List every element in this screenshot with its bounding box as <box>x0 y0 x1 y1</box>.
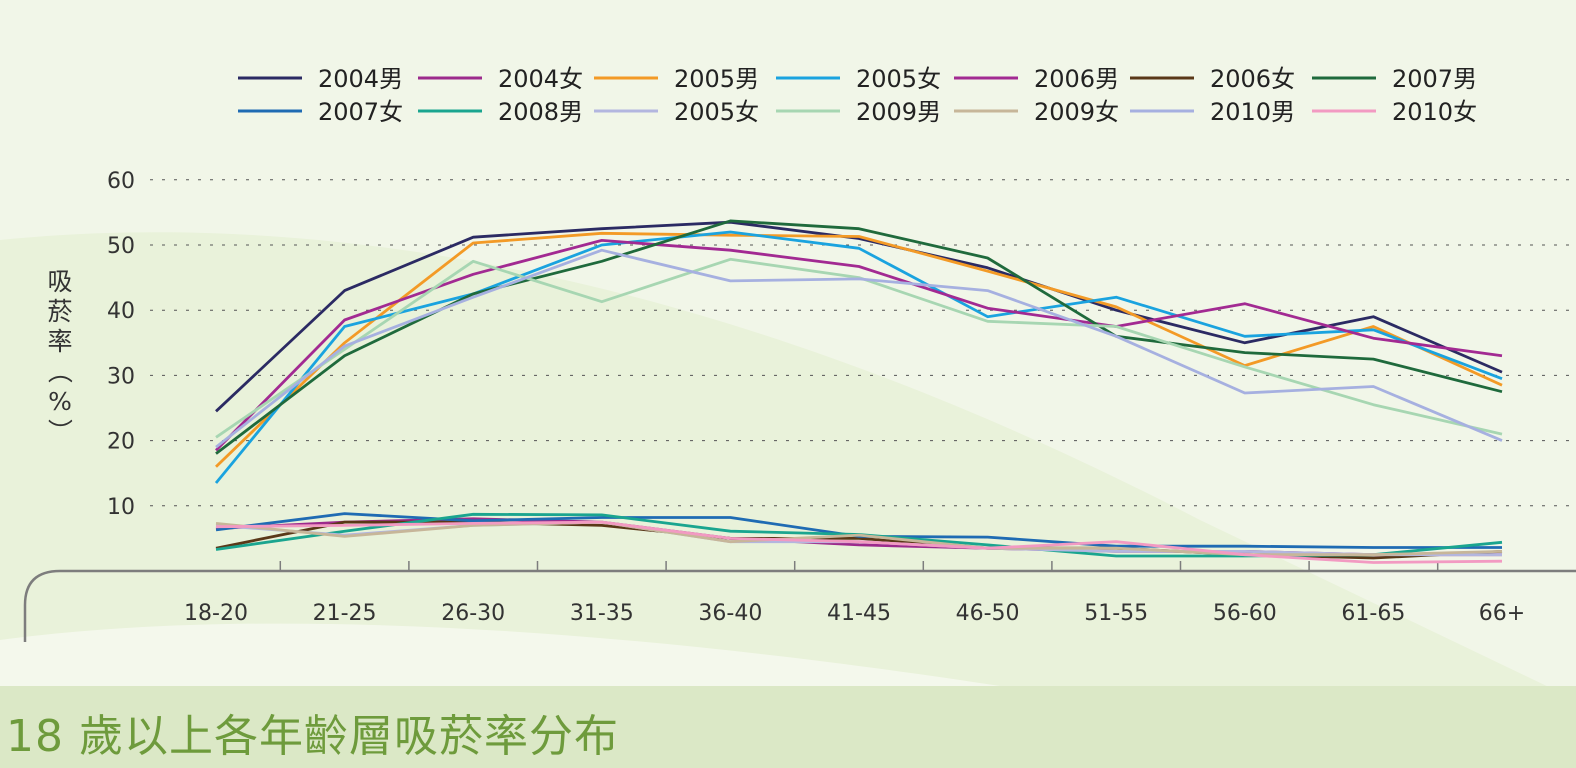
x-axis-line <box>23 569 1576 642</box>
legend-item: 2007女 <box>238 98 403 126</box>
series-line-11 <box>215 520 1503 557</box>
title-band <box>0 686 1576 768</box>
x-tick-label: 56-60 <box>1213 601 1277 626</box>
legend-item: 2007男 <box>1312 65 1477 93</box>
legend-label: 2007男 <box>1392 65 1477 93</box>
y-axis-label-char: % <box>48 387 72 416</box>
background-swoosh-light <box>0 623 1000 686</box>
x-tick-labels: 18-20 21-25 26-30 31-35 36-40 41-45 46-50 51-55… <box>184 601 1525 626</box>
y-axis-label-char: 菸 <box>47 297 72 326</box>
series-line-13 <box>215 520 1503 564</box>
x-tick-label: 61-65 <box>1341 601 1405 626</box>
legend-item: 2010男 <box>1130 98 1295 126</box>
x-tick-label: 21-25 <box>313 601 377 626</box>
grid-lines <box>150 179 1576 507</box>
series-lines <box>214 219 1503 564</box>
y-tick-label: 60 <box>107 169 135 194</box>
legend-label: 2009男 <box>856 98 941 126</box>
legend-item: 2005女 <box>594 98 759 126</box>
legend-label: 2009女 <box>1034 98 1119 126</box>
y-tick-label: 30 <box>107 364 135 389</box>
legend-item: 2005女 <box>776 65 941 93</box>
legend-item: 2006男 <box>954 65 1119 93</box>
legend-item: 2009女 <box>954 98 1119 126</box>
x-tick-label: 26-30 <box>441 601 505 626</box>
series-line-12 <box>215 248 1503 449</box>
legend-label: 2010女 <box>1392 98 1477 126</box>
x-tick-label: 41-45 <box>827 601 891 626</box>
y-axis-label: 吸菸率（%） <box>45 267 74 444</box>
y-tick-label: 10 <box>107 495 135 520</box>
x-tick-label: 46-50 <box>956 601 1020 626</box>
legend-label: 2004女 <box>498 65 583 93</box>
x-axis <box>23 561 1576 642</box>
legend: 2004男 2004女 2005男 2005女 2006男 2006女 2007男 2007女… <box>238 65 1477 126</box>
x-tick-label: 36-40 <box>698 601 762 626</box>
x-tick-label: 18-20 <box>184 601 248 626</box>
y-axis-label-char: ） <box>45 418 74 443</box>
legend-label: 2006女 <box>1210 65 1295 93</box>
legend-label: 2010男 <box>1210 98 1295 126</box>
y-axis-label-char: （ <box>45 358 74 383</box>
legend-item: 2009男 <box>776 98 941 126</box>
x-tick-label: 51-55 <box>1084 601 1148 626</box>
legend-item: 2008男 <box>418 98 583 126</box>
series-line-3 <box>214 230 1503 484</box>
y-axis-label-char: 吸 <box>47 267 72 296</box>
legend-label: 2008男 <box>498 98 583 126</box>
series-line-2 <box>215 231 1503 468</box>
y-tick-label: 20 <box>107 430 135 455</box>
background-swoosh <box>0 232 1576 700</box>
legend-item: 2010女 <box>1312 98 1477 126</box>
legend-label: 2005男 <box>674 65 759 93</box>
legend-item: 2004男 <box>238 65 403 93</box>
legend-label: 2005女 <box>856 65 941 93</box>
y-tick-label: 40 <box>107 299 135 324</box>
x-tick-label: 66+ <box>1479 601 1525 626</box>
y-tick-labels: 10 20 30 40 50 60 <box>107 169 135 520</box>
y-tick-label: 50 <box>107 234 135 259</box>
y-axis-label-char: 率 <box>47 327 72 356</box>
legend-label: 2004男 <box>318 65 403 93</box>
chart-title: 18 歲以上各年齡層吸菸率分布 <box>6 711 619 762</box>
legend-item: 2004女 <box>418 65 583 93</box>
legend-item: 2006女 <box>1130 65 1295 93</box>
legend-item: 2005男 <box>594 65 759 93</box>
legend-label: 2006男 <box>1034 65 1119 93</box>
x-tick-label: 31-35 <box>570 601 634 626</box>
legend-label: 2007女 <box>318 98 403 126</box>
legend-label: 2005女 <box>674 98 759 126</box>
